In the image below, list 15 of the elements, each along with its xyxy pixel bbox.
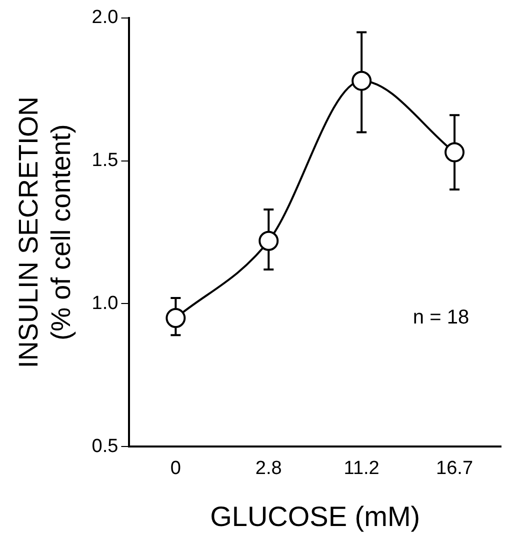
y-axis-title: INSULIN SECRETION (% of cell content) (14, 96, 76, 368)
x-tick-label: 11.2 (344, 458, 380, 480)
point (166, 308, 186, 328)
x-tick-label: 0 (170, 458, 181, 480)
point (258, 230, 279, 251)
y-tick-label: 2.0 (92, 7, 118, 28)
x-tick-label: 2.8 (255, 458, 282, 480)
point (444, 142, 465, 162)
y-tick-label: 1.0 (92, 292, 118, 314)
point (352, 70, 372, 91)
x-axis-title: GLUCOSE (mM) (210, 500, 420, 532)
annotation: n = 18 (412, 306, 470, 329)
y-tick-label: 0.5 (92, 436, 118, 457)
x-tick-label: 16.7 (436, 458, 474, 480)
y-tick-label: 1.5 (92, 150, 118, 172)
